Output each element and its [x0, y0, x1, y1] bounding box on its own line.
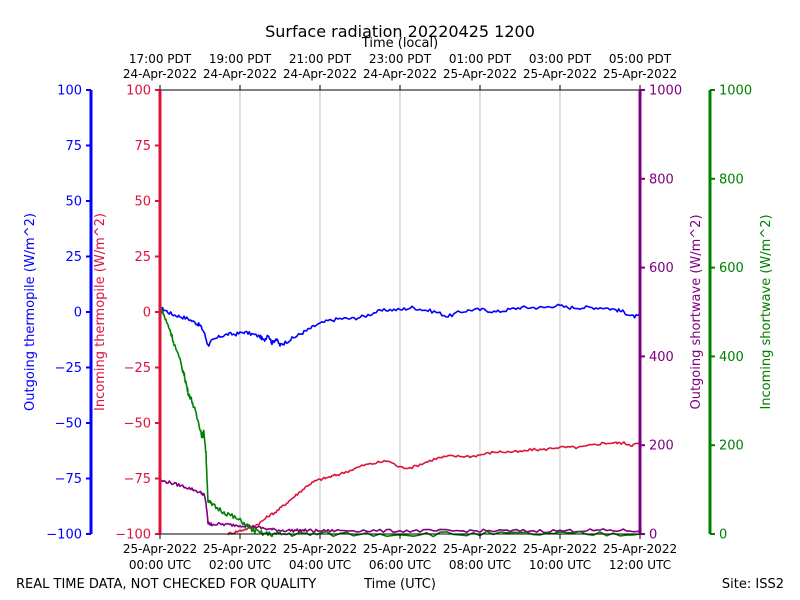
- x-tick-label-time: 12:00 UTC: [609, 558, 671, 572]
- outgoing-shortwave-tick-label: 800: [649, 172, 674, 187]
- x-tick-label-date: 25-Apr-2022: [283, 542, 357, 556]
- outgoing-thermopile-tick-label: −75: [55, 472, 82, 487]
- x-tick-label-date: 25-Apr-2022: [443, 542, 517, 556]
- x-tick-label-time: 08:00 UTC: [449, 558, 511, 572]
- x-tick-label-time: 10:00 UTC: [529, 558, 591, 572]
- outgoing-thermopile-tick-label: 0: [74, 306, 82, 321]
- incoming-thermopile-tick-label: 50: [134, 195, 151, 210]
- top-x-axis-label: Time (local): [361, 36, 438, 51]
- series-lines: [159, 303, 641, 538]
- top-x-tick-label-time: 23:00 PDT: [369, 52, 432, 66]
- top-x-tick-label-date: 24-Apr-2022: [203, 67, 277, 81]
- x-tick-label-date: 25-Apr-2022: [123, 542, 197, 556]
- outgoing-shortwave-tick-label: 600: [649, 261, 674, 276]
- series-line-outgoing-shortwave: [159, 479, 641, 534]
- outgoing-shortwave-axis-label: Outgoing shortwave (W/m^2): [689, 214, 704, 409]
- gridlines: [239, 90, 561, 534]
- series-line-incoming-thermopile: [227, 441, 641, 536]
- outgoing-thermopile-tick-label: −50: [55, 417, 82, 432]
- x-tick-label-time: 00:00 UTC: [129, 558, 191, 572]
- x-tick-label-date: 25-Apr-2022: [203, 542, 277, 556]
- outgoing-thermopile-tick-label: −25: [55, 361, 82, 376]
- incoming-thermopile-tick-label: 25: [134, 250, 151, 265]
- incoming-shortwave-axis-label: Incoming shortwave (W/m^2): [759, 214, 774, 409]
- x-tick-label-time: 06:00 UTC: [369, 558, 431, 572]
- top-x-tick-label-date: 25-Apr-2022: [523, 67, 597, 81]
- incoming-thermopile-axis-label: Incoming thermopile (W/m^2): [93, 213, 108, 411]
- x-tick-label-date: 25-Apr-2022: [603, 542, 677, 556]
- top-x-tick-label-time: 19:00 PDT: [209, 52, 272, 66]
- outgoing-shortwave-tick-label: 1000: [649, 84, 682, 99]
- data-quality-note: REAL TIME DATA, NOT CHECKED FOR QUALITY: [16, 577, 316, 592]
- site-label: Site: ISS2: [722, 577, 784, 592]
- outgoing-thermopile-tick-label: 25: [65, 250, 82, 265]
- outgoing-shortwave-tick-label: 400: [649, 350, 674, 365]
- top-x-tick-label-date: 24-Apr-2022: [123, 67, 197, 81]
- incoming-thermopile-tick-label: −25: [124, 361, 151, 376]
- x-axis-label: Time (UTC): [363, 577, 436, 592]
- chart-title: Surface radiation 20220425 1200: [265, 22, 535, 41]
- top-x-tick-label-time: 03:00 PDT: [529, 52, 592, 66]
- x-tick-label-date: 25-Apr-2022: [523, 542, 597, 556]
- top-x-tick-label-date: 25-Apr-2022: [603, 67, 677, 81]
- incoming-shortwave-tick-label: 600: [719, 261, 744, 276]
- incoming-thermopile-tick-label: 100: [126, 84, 151, 99]
- top-x-tick-label-date: 24-Apr-2022: [363, 67, 437, 81]
- outgoing-shortwave-tick-label: 0: [649, 528, 657, 543]
- series-line-outgoing-thermopile: [159, 303, 641, 347]
- top-x-tick-label-time: 17:00 PDT: [129, 52, 192, 66]
- outgoing-thermopile-tick-label: −100: [46, 528, 82, 543]
- incoming-thermopile-tick-label: −75: [124, 472, 151, 487]
- series-line-incoming-shortwave: [159, 307, 641, 538]
- top-x-tick-label-time: 01:00 PDT: [449, 52, 512, 66]
- axes: [86, 85, 715, 539]
- top-x-tick-label-date: 24-Apr-2022: [283, 67, 357, 81]
- incoming-thermopile-tick-label: −100: [115, 528, 151, 543]
- top-x-tick-label-time: 21:00 PDT: [289, 52, 352, 66]
- outgoing-thermopile-tick-label: 100: [57, 84, 82, 99]
- incoming-thermopile-tick-label: −50: [124, 417, 151, 432]
- x-tick-label-time: 04:00 UTC: [289, 558, 351, 572]
- incoming-shortwave-tick-label: 0: [719, 528, 727, 543]
- x-tick-label-time: 02:00 UTC: [209, 558, 271, 572]
- tick-labels: −100 −75 −50 −25 0 25 50 75 100 −100 −75 −50 −25 0 25 5…: [46, 52, 752, 572]
- top-x-tick-label-date: 25-Apr-2022: [443, 67, 517, 81]
- incoming-thermopile-tick-label: 0: [143, 306, 151, 321]
- outgoing-thermopile-tick-label: 75: [65, 139, 82, 154]
- incoming-shortwave-tick-label: 1000: [719, 84, 752, 99]
- incoming-thermopile-tick-label: 75: [134, 139, 151, 154]
- top-x-tick-label-time: 05:00 PDT: [609, 52, 672, 66]
- incoming-shortwave-tick-label: 400: [719, 350, 744, 365]
- outgoing-thermopile-axis-label: Outgoing thermopile (W/m^2): [23, 213, 38, 411]
- incoming-shortwave-tick-label: 800: [719, 172, 744, 187]
- outgoing-shortwave-tick-label: 200: [649, 439, 674, 454]
- incoming-shortwave-tick-label: 200: [719, 439, 744, 454]
- outgoing-thermopile-tick-label: 50: [65, 195, 82, 210]
- x-tick-label-date: 25-Apr-2022: [363, 542, 437, 556]
